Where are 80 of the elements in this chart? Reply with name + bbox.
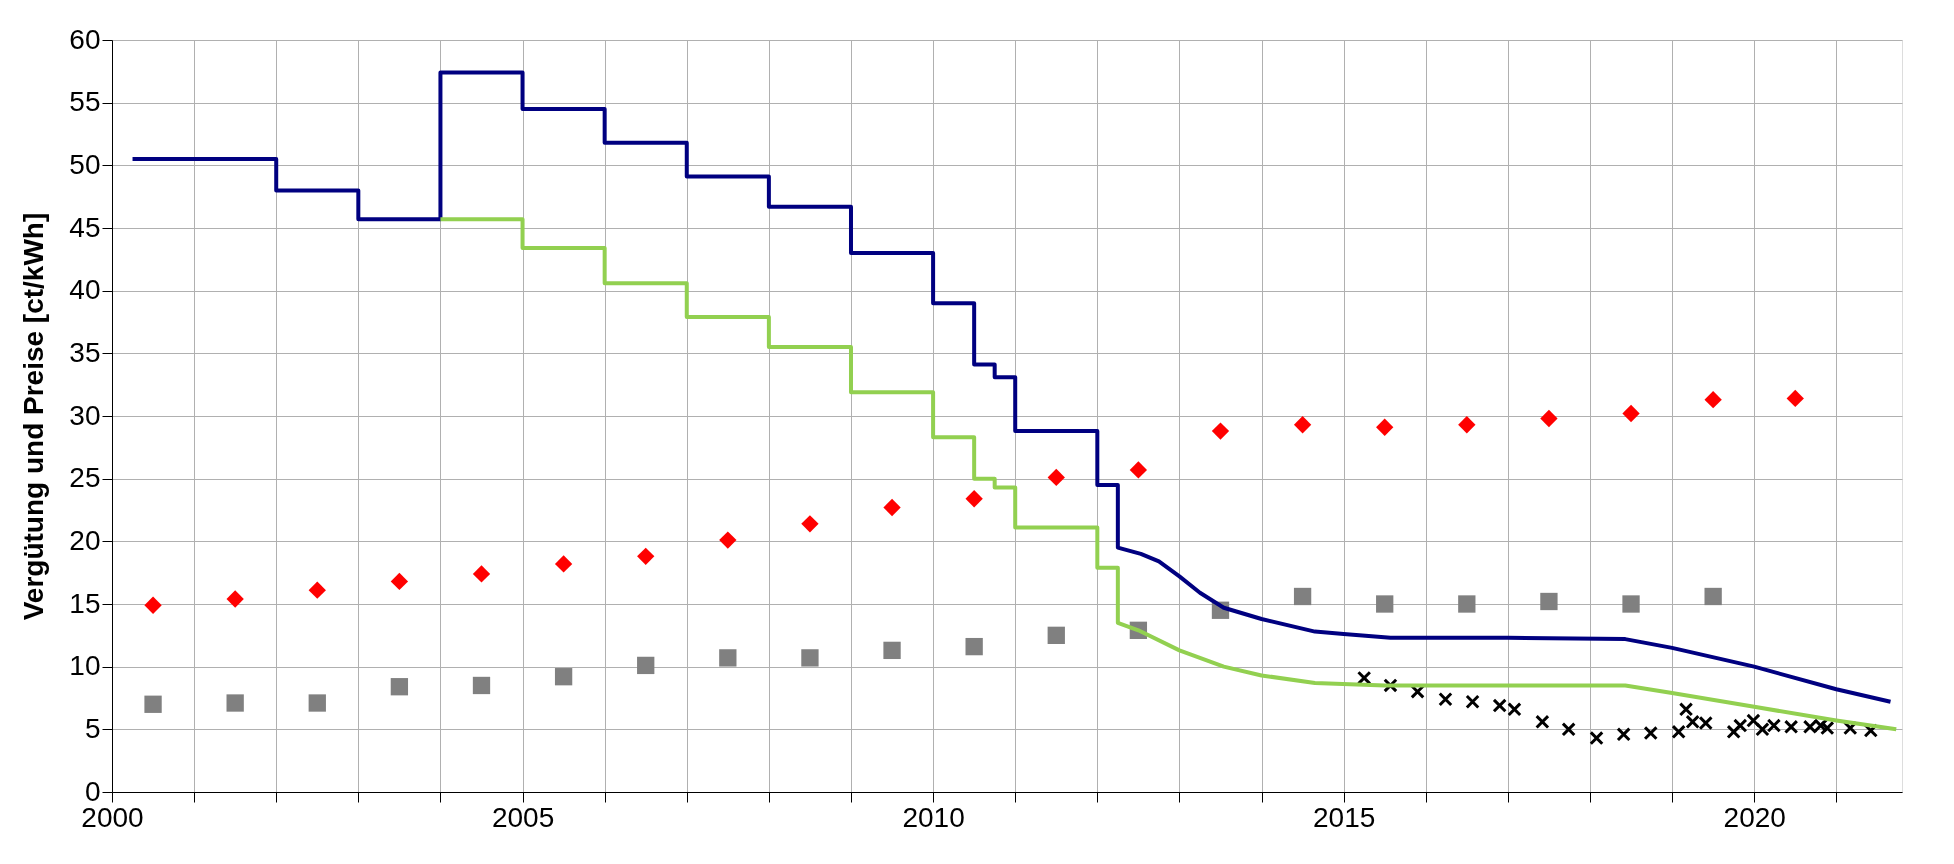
point xyxy=(637,547,655,566)
y-tick-label: 45 xyxy=(69,211,101,243)
point xyxy=(965,637,983,656)
point xyxy=(1685,714,1700,730)
point xyxy=(883,498,901,517)
point xyxy=(1458,416,1476,434)
point xyxy=(472,565,491,583)
x-tick-label: 2015 xyxy=(1313,801,1376,833)
point xyxy=(1733,718,1748,733)
point xyxy=(1786,389,1804,408)
point xyxy=(1540,409,1558,428)
point xyxy=(1698,715,1713,731)
point xyxy=(1047,626,1065,644)
y-tick-label: 5 xyxy=(84,712,101,744)
y-tick-label: 10 xyxy=(69,650,101,682)
point xyxy=(144,596,162,614)
point xyxy=(1820,720,1835,736)
point xyxy=(965,490,983,508)
line-series xyxy=(438,217,1899,732)
point xyxy=(472,676,491,695)
point xyxy=(1465,694,1480,709)
point xyxy=(1458,595,1476,613)
point xyxy=(1492,698,1507,713)
y-tick-label: 60 xyxy=(69,23,101,55)
y-tick-label: 30 xyxy=(69,399,101,431)
point xyxy=(1293,416,1312,434)
point xyxy=(719,649,737,667)
y-tick-label: 40 xyxy=(69,274,101,306)
y-tick-label: 15 xyxy=(69,587,101,619)
point xyxy=(1047,468,1065,487)
point xyxy=(1507,702,1522,717)
point xyxy=(1561,722,1576,737)
point xyxy=(1535,714,1550,730)
y-tick-label: 50 xyxy=(69,148,101,180)
y-tick-label: 25 xyxy=(69,462,101,494)
point xyxy=(1755,722,1770,737)
point xyxy=(1671,724,1686,740)
x-tick-label: 2005 xyxy=(491,801,555,833)
point xyxy=(1438,692,1453,707)
point xyxy=(1376,595,1394,613)
point xyxy=(1293,587,1312,606)
point xyxy=(1802,719,1818,735)
point xyxy=(1783,719,1799,735)
point xyxy=(1589,730,1604,746)
point xyxy=(1540,592,1558,611)
point xyxy=(226,694,244,712)
y-axis-title: Vergütung und Preise [ct/kWh] xyxy=(18,212,50,621)
point xyxy=(390,572,409,591)
point xyxy=(1813,718,1828,733)
point xyxy=(308,581,326,599)
line-series xyxy=(130,70,1893,704)
point xyxy=(1622,595,1640,613)
point xyxy=(1622,404,1640,423)
point xyxy=(1726,724,1741,740)
point xyxy=(1643,725,1658,741)
point xyxy=(226,590,244,608)
point xyxy=(719,531,737,549)
y-tick-label: 55 xyxy=(69,86,101,118)
y-tick-label: 35 xyxy=(69,336,101,368)
point xyxy=(554,668,573,686)
point xyxy=(1704,587,1722,606)
point xyxy=(1678,702,1694,717)
point xyxy=(1746,713,1761,728)
point xyxy=(1766,718,1782,733)
point xyxy=(883,641,901,660)
y-tick-label: 20 xyxy=(69,524,101,556)
point xyxy=(390,678,409,696)
point xyxy=(1129,461,1148,479)
point xyxy=(144,695,162,713)
point xyxy=(554,555,573,573)
point xyxy=(1704,391,1722,409)
x-tick-label: 2020 xyxy=(1723,801,1786,833)
point xyxy=(801,649,819,667)
point xyxy=(1616,727,1631,742)
point xyxy=(308,694,326,712)
point xyxy=(637,656,655,675)
point xyxy=(801,515,819,533)
x-tick-label: 2010 xyxy=(902,801,965,833)
point xyxy=(1376,418,1394,436)
point xyxy=(1211,422,1230,440)
